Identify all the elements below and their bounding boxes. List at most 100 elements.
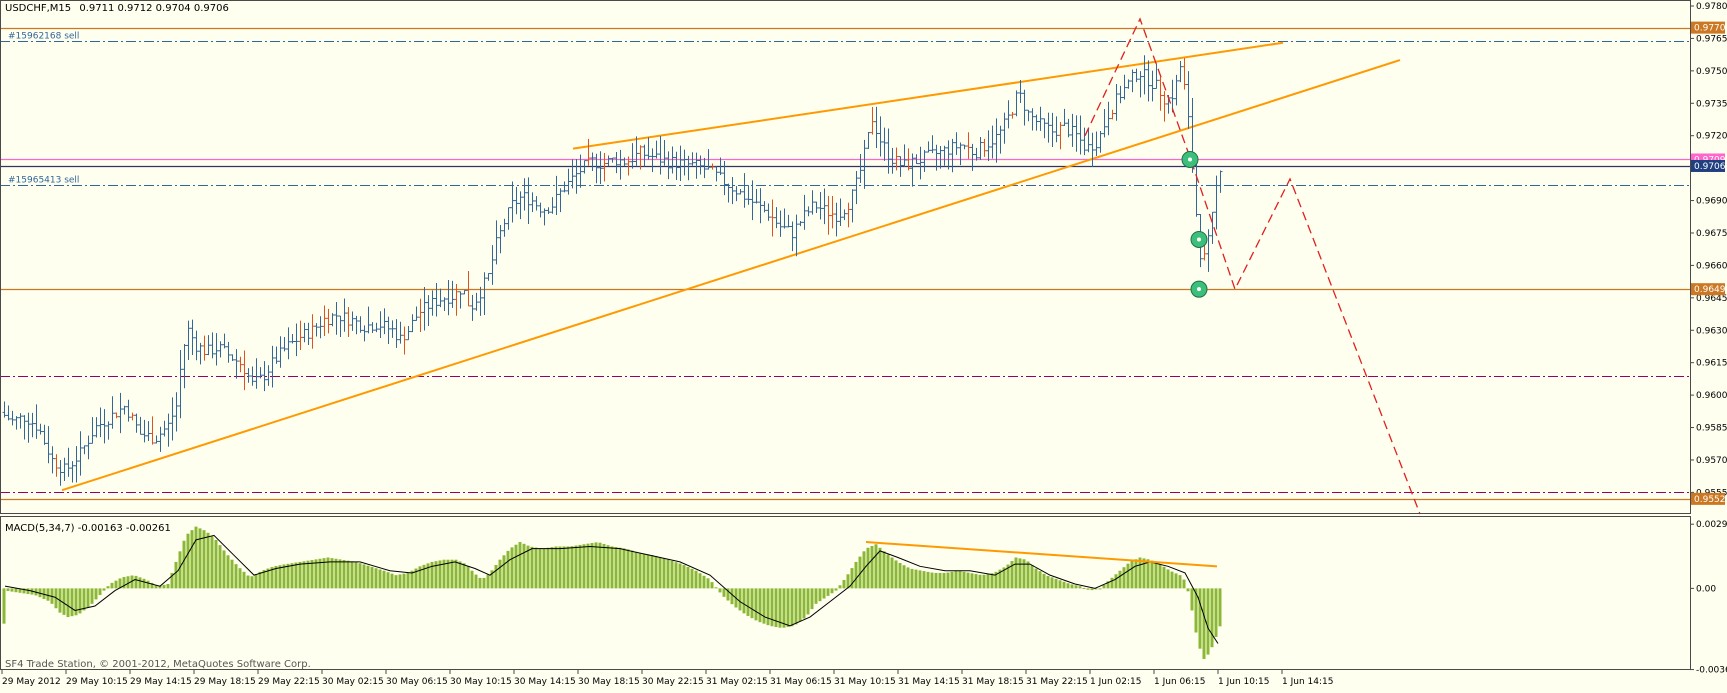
macd-bar bbox=[814, 588, 818, 604]
macd-bar bbox=[1058, 580, 1062, 589]
macd-bar bbox=[1182, 579, 1186, 589]
macd-bar bbox=[1002, 567, 1006, 589]
macd-bar bbox=[426, 563, 430, 589]
macd-bar bbox=[458, 561, 462, 589]
macd-bar bbox=[614, 547, 618, 589]
macd-bar bbox=[474, 574, 478, 589]
macd-bar bbox=[138, 577, 142, 589]
macd-bar bbox=[98, 588, 102, 595]
macd-tick-label: 0.00291 bbox=[1696, 520, 1727, 530]
macd-bar bbox=[254, 574, 258, 589]
macd-bar bbox=[10, 588, 14, 592]
macd-bar bbox=[650, 554, 654, 589]
time-tick-label: 30 May 14:15 bbox=[514, 677, 576, 687]
price-tick-label: 0.9780 bbox=[1696, 2, 1727, 12]
macd-bar bbox=[770, 588, 774, 627]
macd-bar bbox=[1138, 557, 1142, 589]
macd-bar bbox=[834, 588, 838, 591]
macd-bar bbox=[978, 574, 982, 589]
macd-bar bbox=[210, 536, 214, 589]
macd-histogram bbox=[2, 526, 1222, 659]
macd-bar bbox=[634, 551, 638, 589]
macd-bar bbox=[498, 559, 502, 589]
macd-bar bbox=[602, 543, 606, 589]
macd-bar bbox=[506, 550, 510, 589]
macd-bar bbox=[154, 585, 158, 589]
macd-bar bbox=[46, 588, 50, 601]
macd-bar bbox=[122, 576, 126, 589]
macd-bar bbox=[1022, 559, 1026, 589]
macd-bar bbox=[1190, 588, 1194, 611]
macd-bar bbox=[310, 560, 314, 589]
macd-bar bbox=[1054, 578, 1058, 589]
macd-bar bbox=[186, 533, 190, 589]
price-tick-label: 0.9585 bbox=[1696, 424, 1727, 434]
macd-bar bbox=[402, 573, 406, 589]
price-tick-label: 0.9765 bbox=[1696, 34, 1727, 44]
macd-bar bbox=[6, 588, 10, 592]
macd-tick-label: -0.00368 bbox=[1696, 666, 1727, 676]
macd-bar bbox=[546, 547, 550, 589]
time-tick-label: 31 May 06:15 bbox=[770, 677, 832, 687]
macd-bar bbox=[638, 553, 642, 589]
macd-bar bbox=[682, 565, 686, 589]
macd-bar bbox=[518, 542, 522, 589]
macd-bar bbox=[1202, 588, 1206, 659]
macd-bar bbox=[286, 563, 290, 589]
macd-bar bbox=[1082, 587, 1086, 589]
macd-bar bbox=[118, 578, 122, 589]
macd-bar bbox=[830, 588, 834, 594]
time-tick-label: 31 May 18:15 bbox=[962, 677, 1024, 687]
price-badge-label: 0.9770 bbox=[1694, 24, 1726, 34]
price-tick-label: 0.9600 bbox=[1696, 391, 1727, 401]
macd-bar bbox=[1086, 588, 1090, 590]
macd-bar bbox=[150, 582, 154, 589]
macd-bar bbox=[390, 573, 394, 589]
macd-bar bbox=[306, 560, 310, 589]
macd-bar bbox=[918, 570, 922, 589]
macd-bar bbox=[934, 572, 938, 589]
macd-bar bbox=[906, 567, 910, 589]
macd-bar bbox=[550, 547, 554, 589]
order-label: #15962168 sell bbox=[8, 32, 79, 42]
macd-bar bbox=[790, 588, 794, 627]
macd-bar bbox=[726, 588, 730, 601]
macd-bar bbox=[754, 588, 758, 621]
macd-bar bbox=[362, 564, 366, 589]
macd-bar bbox=[338, 559, 342, 589]
macd-bar bbox=[1170, 571, 1174, 589]
macd-bar bbox=[90, 588, 94, 604]
macd-bar bbox=[1018, 558, 1022, 589]
macd-bar bbox=[142, 578, 146, 589]
trade-marker-dot-1 bbox=[1197, 237, 1201, 242]
macd-bar bbox=[1174, 573, 1178, 589]
macd-bar bbox=[146, 580, 150, 589]
time-tick-label: 29 May 18:15 bbox=[194, 677, 256, 687]
macd-bar bbox=[242, 571, 246, 589]
macd-bar bbox=[326, 557, 330, 589]
time-tick-label: 1 Jun 14:15 bbox=[1282, 677, 1333, 687]
macd-bar bbox=[1034, 568, 1038, 589]
macd-bar bbox=[430, 561, 434, 589]
macd-bar bbox=[1134, 559, 1138, 589]
macd-bar bbox=[126, 576, 130, 589]
time-tick-label: 31 May 22:15 bbox=[1026, 677, 1088, 687]
macd-bar bbox=[510, 547, 514, 589]
macd-bar bbox=[598, 542, 602, 589]
macd-bar bbox=[958, 571, 962, 589]
macd-bar bbox=[1078, 586, 1082, 589]
macd-bar bbox=[762, 588, 766, 624]
macd-bar bbox=[574, 545, 578, 589]
time-tick-label: 30 May 02:15 bbox=[322, 677, 384, 687]
macd-bar bbox=[394, 575, 398, 589]
macd-bar bbox=[646, 554, 650, 589]
price-badge-label: 0.9706 bbox=[1694, 162, 1726, 172]
macd-bar bbox=[698, 573, 702, 589]
macd-bar bbox=[386, 572, 390, 589]
macd-bar bbox=[1026, 561, 1030, 589]
price-badge-label: 0.9552 bbox=[1694, 495, 1726, 505]
macd-bar bbox=[134, 575, 138, 589]
macd-bar bbox=[1038, 571, 1042, 589]
macd-bar bbox=[26, 588, 30, 594]
